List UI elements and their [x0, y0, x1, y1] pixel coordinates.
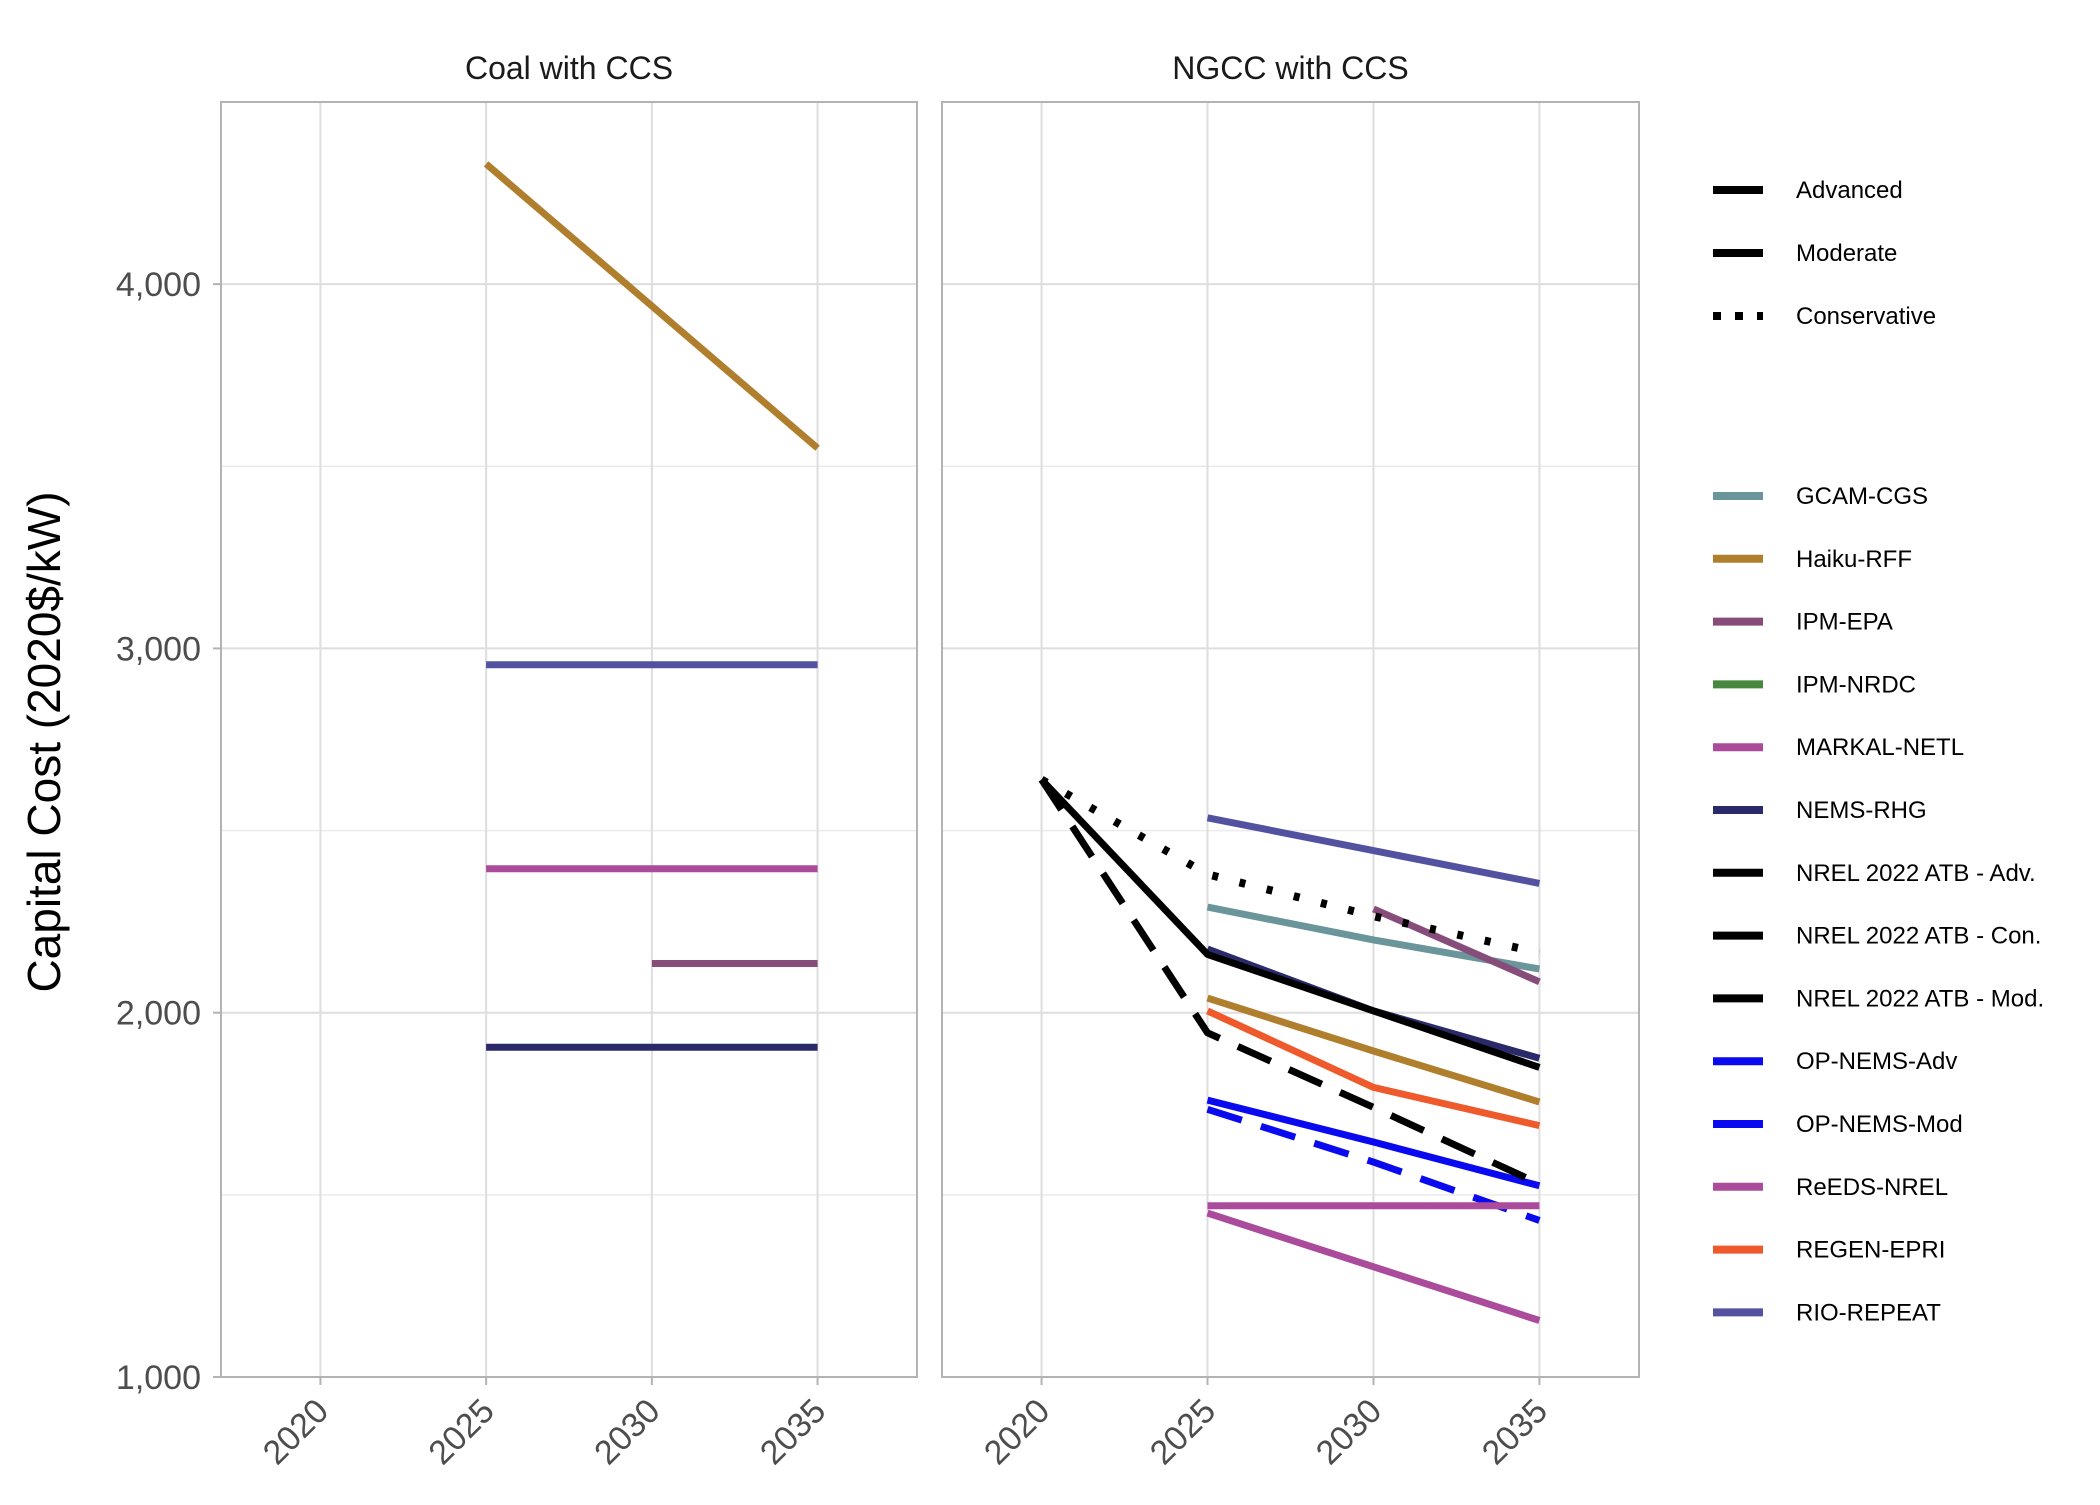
panel-border [220, 101, 918, 1378]
legend-item-model: OP-NEMS-Adv [1713, 1048, 1957, 1075]
series-line-rio-repeat [1206, 814, 1541, 887]
x-tick-label: 2030 [1309, 1392, 1389, 1472]
legend-label: Advanced [1796, 177, 1903, 204]
legend-item-model: IPM-EPA [1713, 609, 1893, 636]
panel-border [941, 101, 1640, 1378]
facet-panel-2: NGCC with CCS 2020 2025 2030 2035 [941, 50, 1640, 1472]
series-line-ipm-epa [1372, 905, 1541, 986]
legend-label: OP-NEMS-Adv [1796, 1048, 1957, 1075]
y-tick-label: 1,000 [116, 1359, 201, 1397]
legend-item-model: Haiku-RFF [1713, 546, 1912, 573]
legend-label: NREL 2022 ATB - Mod. [1796, 985, 2044, 1012]
legend-item-model: GCAM-CGS [1713, 483, 1928, 510]
legend-item-model: NREL 2022 ATB - Mod. [1713, 985, 2044, 1012]
series-line-nrel-2022-atb-mod- [1039, 777, 1541, 1071]
legend-label: Conservative [1796, 303, 1936, 330]
legend-label: RIO-REPEAT [1796, 1299, 1941, 1326]
legend-label: Haiku-RFF [1796, 546, 1912, 573]
x-tick-label: 2030 [587, 1392, 667, 1472]
legend-label: Moderate [1796, 240, 1897, 267]
legend-label: IPM-NRDC [1796, 671, 1916, 698]
legend-label: REGEN-EPRI [1796, 1237, 1945, 1264]
legend-label: NEMS-RHG [1796, 797, 1927, 824]
legend-item-model: RIO-REPEAT [1713, 1299, 1941, 1326]
y-tick-label: 3,000 [116, 630, 201, 668]
series-line-nrel-2022-atb-adv- [1038, 777, 1541, 1188]
legend-item-model: NEMS-RHG [1713, 797, 1927, 824]
legend-item-model: NREL 2022 ATB - Adv. [1713, 860, 2036, 887]
legend-item-model: MARKAL-NETL [1713, 734, 1964, 761]
series-line-haiku-rff [1206, 994, 1541, 1106]
legend-item-model: OP-NEMS-Mod [1713, 1111, 1963, 1138]
series-line-haiku-rff [483, 161, 820, 451]
legend-item-model: ReEDS-NREL [1713, 1174, 1948, 1201]
series-line-op-nems-mod [1206, 1096, 1541, 1190]
x-tick-label: 2020 [977, 1392, 1057, 1472]
legend-label: GCAM-CGS [1796, 483, 1928, 510]
y-axis-label: Capital Cost (2020$/kW) [18, 491, 70, 992]
panels: Coal with CCS 2020 2025 2030 2035 1,000 2,000 3… [116, 50, 1640, 1472]
legend-item-model: NREL 2022 ATB - Con. [1713, 923, 2041, 950]
series-line-regen-epri [1206, 1007, 1541, 1130]
legend-label: IPM-EPA [1796, 609, 1893, 636]
facet-title: Coal with CCS [465, 50, 673, 86]
x-tick-label: 2035 [753, 1392, 833, 1472]
facet-panel-1: Coal with CCS 2020 2025 2030 2035 1,000 2,000 3… [116, 50, 918, 1472]
legend-label: NREL 2022 ATB - Con. [1796, 923, 2041, 950]
legend-label: ReEDS-NREL [1796, 1174, 1948, 1201]
y-tick-label: 2,000 [116, 995, 201, 1033]
legend-item-linetype: Moderate [1713, 240, 1897, 267]
legend-item-linetype: Advanced [1713, 177, 1903, 204]
x-tick-label: 2035 [1475, 1392, 1555, 1472]
legend-label: MARKAL-NETL [1796, 734, 1964, 761]
facet-title: NGCC with CCS [1172, 50, 1408, 86]
legend-item-model: IPM-NRDC [1713, 671, 1916, 698]
y-tick-label: 4,000 [116, 266, 201, 304]
legend-label: NREL 2022 ATB - Adv. [1796, 860, 2036, 887]
legend-item-model: REGEN-EPRI [1713, 1237, 1945, 1264]
legend-label: OP-NEMS-Mod [1796, 1111, 1963, 1138]
x-tick-label: 2025 [1143, 1392, 1223, 1472]
series-line-op-nems-adv [1206, 1105, 1541, 1224]
series-line-markal-netl [1206, 1209, 1541, 1324]
x-tick-label: 2025 [421, 1392, 501, 1472]
legend-item-linetype: Conservative [1713, 303, 1936, 330]
x-tick-label: 2020 [256, 1392, 336, 1472]
legend: Advanced Moderate Conservative GCAM-CGS Haik… [1713, 177, 2044, 1326]
